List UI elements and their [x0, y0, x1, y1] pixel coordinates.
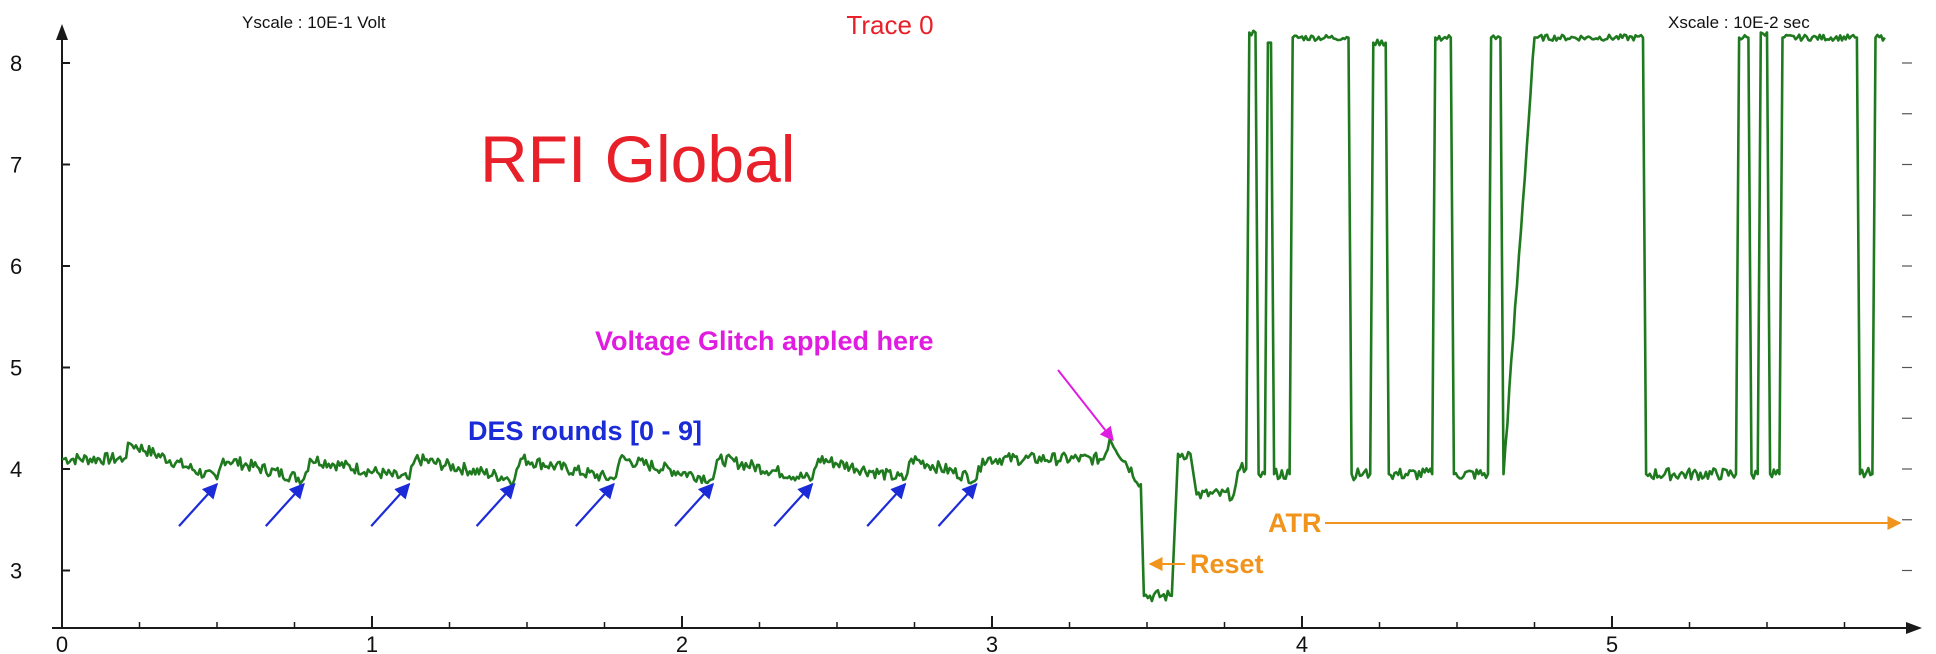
y-tick-label: 6	[10, 254, 22, 279]
des-round-arrows	[178, 482, 978, 527]
des-rounds-annotation: DES rounds [0 - 9]	[468, 416, 702, 446]
glitch-arrow	[1057, 369, 1114, 442]
des-round-arrow	[370, 482, 411, 527]
x-tick-label: 1	[366, 632, 378, 654]
des-round-arrow	[773, 482, 814, 527]
yscale-label: Yscale : 10E-1 Volt	[242, 13, 386, 32]
y-tick-label: 8	[10, 51, 22, 76]
y-axis-arrowhead	[56, 24, 68, 40]
y-tick-label: 4	[10, 457, 22, 482]
watermark-text: RFI Global	[480, 122, 795, 196]
x-axis-arrowhead	[1906, 622, 1922, 634]
atr-annotation: ATR	[1268, 508, 1322, 538]
y-tick-label: 7	[10, 153, 22, 178]
reset-annotation: Reset	[1190, 549, 1264, 579]
right-edge-ticks	[1902, 62, 1912, 572]
xscale-label: Xscale : 10E-2 sec	[1668, 13, 1810, 32]
des-round-arrow	[866, 482, 907, 527]
des-round-arrow	[674, 482, 715, 527]
des-round-arrow	[178, 482, 219, 527]
glitch-annotation: Voltage Glitch appled here	[595, 326, 934, 356]
des-round-arrow	[264, 482, 305, 527]
y-tick-label: 5	[10, 356, 22, 381]
x-tick-label: 3	[986, 632, 998, 654]
x-tick-label: 2	[676, 632, 688, 654]
x-ticks: 0 1 2 3 4 5	[56, 616, 1846, 654]
voltage-trace-line	[61, 29, 1886, 603]
des-round-arrow	[475, 482, 516, 527]
chart-title: Trace 0	[846, 10, 933, 40]
x-tick-label: 0	[56, 632, 68, 654]
des-round-arrow	[574, 482, 615, 527]
x-tick-label: 4	[1296, 632, 1308, 654]
x-tick-label: 5	[1606, 632, 1618, 654]
des-round-arrow	[937, 482, 978, 527]
y-tick-label: 3	[10, 559, 22, 584]
y-ticks: 3 4 5 6 7 8	[10, 51, 70, 584]
